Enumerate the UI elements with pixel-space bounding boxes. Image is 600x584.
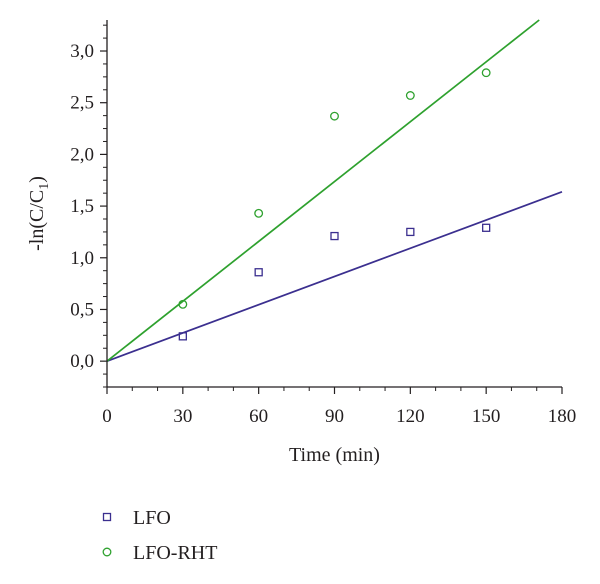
legend: LFO LFO-RHT	[102, 507, 217, 564]
data-point-lfo	[330, 231, 339, 241]
data-point-lfo-rht	[254, 208, 264, 218]
data-point-lfo	[406, 227, 415, 237]
y-tick-label: 0,5	[70, 299, 94, 320]
legend-label-lfo: LFO	[133, 507, 171, 529]
y-axis-label-suffix: )	[26, 176, 48, 183]
data-point-lfo	[254, 268, 263, 277]
legend-label-lfo-rht: LFO-RHT	[133, 542, 217, 564]
legend-marker-lfo-rht	[102, 547, 112, 557]
y-tick-label: 2,0	[70, 144, 94, 165]
y-tick-label: 1,5	[70, 196, 94, 217]
x-axis-ticks: 0 30 60 90 120 150 180	[102, 387, 576, 427]
data-point-lfo	[178, 332, 187, 341]
fit-line-lfo	[106, 191, 563, 362]
x-axis-label: Time (min)	[289, 444, 380, 466]
plot-area: 0 30 60 90 120 150 180 0,0 0,5 1,0 1,5 2,0 2,5 3,0	[70, 19, 576, 427]
y-axis-label-prefix: -ln(C/C	[26, 190, 48, 251]
x-tick-label: 150	[472, 406, 501, 427]
data-point-lfo-rht	[330, 111, 339, 121]
y-tick-label: 0,0	[70, 351, 94, 372]
x-tick-label: 90	[325, 406, 344, 427]
fit-line-lfo-rht	[106, 19, 540, 362]
y-tick-label: 3,0	[70, 41, 94, 62]
x-tick-label: 180	[548, 406, 577, 427]
x-tick-label: 30	[173, 406, 192, 427]
y-tick-label: 2,5	[70, 93, 94, 114]
y-axis-label: -ln(C/C1)	[26, 176, 52, 251]
data-point-lfo-rht	[481, 68, 491, 78]
data-point-lfo	[482, 223, 491, 232]
fit-lines	[106, 19, 563, 362]
y-axis-ticks: 0,0 0,5 1,0 1,5 2,0 2,5 3,0	[70, 24, 107, 388]
data-point-lfo-rht	[405, 91, 415, 100]
y-axis-label-subscript: 1	[37, 183, 52, 190]
x-tick-label: 120	[396, 406, 425, 427]
y-tick-label: 1,0	[70, 248, 94, 269]
x-tick-label: 60	[249, 406, 268, 427]
x-tick-label: 0	[102, 406, 112, 427]
legend-marker-lfo	[102, 512, 112, 522]
data-markers	[178, 68, 491, 341]
data-point-lfo-rht	[178, 299, 188, 309]
